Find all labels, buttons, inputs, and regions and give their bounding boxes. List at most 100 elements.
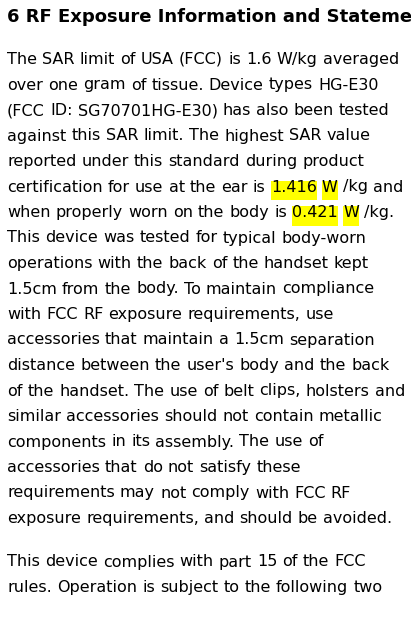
Text: device: device — [45, 554, 98, 569]
Text: assembly.: assembly. — [155, 434, 234, 450]
Text: this: this — [72, 128, 101, 143]
Text: body: body — [229, 205, 269, 220]
Text: over: over — [7, 77, 43, 92]
Text: back: back — [351, 358, 389, 373]
Text: and: and — [204, 511, 234, 526]
Text: not: not — [160, 485, 186, 500]
Bar — [322, 181, 337, 200]
Text: 6 RF Exposure Information and Statement: 6 RF Exposure Information and Statement — [7, 8, 411, 26]
Text: requirements,: requirements, — [187, 307, 300, 322]
Text: USA: USA — [141, 52, 174, 67]
Text: the: the — [244, 580, 270, 595]
Bar — [343, 206, 359, 226]
Text: the: the — [198, 205, 224, 220]
Text: body: body — [239, 358, 279, 373]
Text: 15: 15 — [257, 554, 277, 569]
Text: use: use — [305, 307, 334, 322]
Text: components: components — [7, 434, 106, 450]
Text: 0.421: 0.421 — [292, 205, 338, 220]
Text: of: of — [212, 256, 227, 271]
Text: also: also — [256, 103, 289, 118]
Text: body.: body. — [136, 282, 179, 297]
Text: one: one — [48, 77, 78, 92]
Text: with: with — [255, 485, 289, 500]
Text: (FCC): (FCC) — [179, 52, 223, 67]
Text: separation: separation — [289, 333, 374, 348]
Text: certification: certification — [7, 179, 103, 194]
Text: of: of — [203, 384, 218, 399]
Text: product: product — [302, 154, 364, 169]
Text: tissue.: tissue. — [151, 77, 203, 92]
Text: contain: contain — [254, 409, 314, 424]
Text: of: of — [120, 52, 136, 67]
Text: requirements: requirements — [7, 485, 115, 500]
Text: the: the — [190, 179, 216, 194]
Text: FCC: FCC — [294, 485, 326, 500]
Bar — [271, 181, 316, 200]
Text: back: back — [169, 256, 207, 271]
Text: rules.: rules. — [7, 580, 52, 595]
Text: tested: tested — [139, 231, 190, 245]
Text: maintain: maintain — [206, 282, 277, 297]
Text: should: should — [240, 511, 293, 526]
Text: types: types — [269, 77, 313, 92]
Text: HG-E30: HG-E30 — [318, 77, 379, 92]
Text: a: a — [219, 333, 229, 348]
Text: The: The — [189, 128, 219, 143]
Text: been: been — [293, 103, 334, 118]
Text: comply: comply — [192, 485, 250, 500]
Text: exposure: exposure — [109, 307, 182, 322]
Text: W: W — [343, 205, 359, 220]
Text: standard: standard — [169, 154, 240, 169]
Text: at: at — [169, 179, 185, 194]
Text: is: is — [228, 52, 241, 67]
Text: SAR: SAR — [42, 52, 75, 67]
Text: the: the — [232, 256, 259, 271]
Text: from: from — [62, 282, 99, 297]
Text: averaged: averaged — [323, 52, 399, 67]
Text: value: value — [326, 128, 370, 143]
Text: The: The — [134, 384, 164, 399]
Text: is: is — [253, 179, 266, 194]
Text: subject: subject — [160, 580, 218, 595]
Text: device: device — [45, 231, 98, 245]
Text: during: during — [245, 154, 297, 169]
Text: body-worn: body-worn — [281, 231, 366, 245]
Text: between: between — [80, 358, 150, 373]
Text: compliance: compliance — [282, 282, 374, 297]
Text: This: This — [7, 231, 40, 245]
Text: RF: RF — [331, 485, 351, 500]
Text: properly: properly — [55, 205, 123, 220]
Text: W: W — [322, 179, 337, 194]
Text: ID:: ID: — [50, 103, 72, 118]
Text: that: that — [105, 460, 138, 475]
Text: avoided.: avoided. — [323, 511, 392, 526]
Text: and: and — [375, 384, 405, 399]
Text: of: of — [7, 384, 22, 399]
Text: of: of — [308, 434, 323, 450]
Text: that: that — [105, 333, 138, 348]
Text: reported: reported — [7, 154, 76, 169]
Text: on: on — [173, 205, 193, 220]
Text: accessories: accessories — [7, 460, 100, 475]
Text: (FCC: (FCC — [7, 103, 45, 118]
Bar — [292, 206, 338, 226]
Text: SG70701HG-E30): SG70701HG-E30) — [78, 103, 217, 118]
Text: with: with — [7, 307, 41, 322]
Text: its: its — [131, 434, 150, 450]
Text: metallic: metallic — [319, 409, 383, 424]
Text: exposure: exposure — [7, 511, 81, 526]
Text: the: the — [303, 554, 329, 569]
Text: has: has — [223, 103, 251, 118]
Text: clips,: clips, — [259, 384, 301, 399]
Text: accessories: accessories — [66, 409, 159, 424]
Text: in: in — [111, 434, 126, 450]
Text: gram: gram — [83, 77, 125, 92]
Text: operations: operations — [7, 256, 92, 271]
Text: should: should — [164, 409, 217, 424]
Text: FCC: FCC — [335, 554, 366, 569]
Text: with: with — [180, 554, 214, 569]
Text: is: is — [142, 580, 155, 595]
Text: not: not — [168, 460, 194, 475]
Text: the: the — [28, 384, 54, 399]
